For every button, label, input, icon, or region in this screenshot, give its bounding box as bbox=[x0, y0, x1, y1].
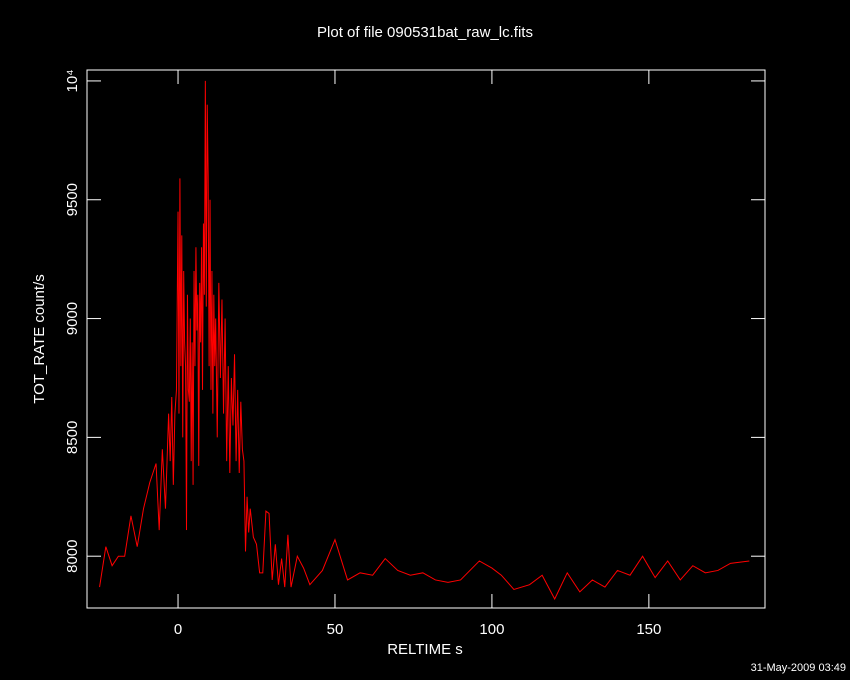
chart-title: Plot of file 090531bat_raw_lc.fits bbox=[317, 24, 533, 41]
x-tick-label: 0 bbox=[174, 621, 182, 638]
x-axis-label: RELTIME s bbox=[387, 641, 463, 658]
x-tick-label: 150 bbox=[636, 621, 661, 638]
y-tick-label: 9500 bbox=[64, 183, 81, 216]
plot-frame bbox=[86, 69, 766, 609]
x-tick-label: 50 bbox=[327, 621, 344, 638]
y-tick-label: 8000 bbox=[64, 540, 81, 573]
data-line bbox=[99, 80, 750, 601]
y-tick-label: 10⁴ bbox=[64, 69, 81, 92]
y-tick-label: 8500 bbox=[64, 421, 81, 454]
timestamp: 31-May-2009 03:49 bbox=[751, 662, 846, 674]
y-axis-label: TOT_RATE count/s bbox=[31, 274, 48, 404]
y-tick-label: 9000 bbox=[64, 302, 81, 335]
x-tick-label: 100 bbox=[479, 621, 504, 638]
